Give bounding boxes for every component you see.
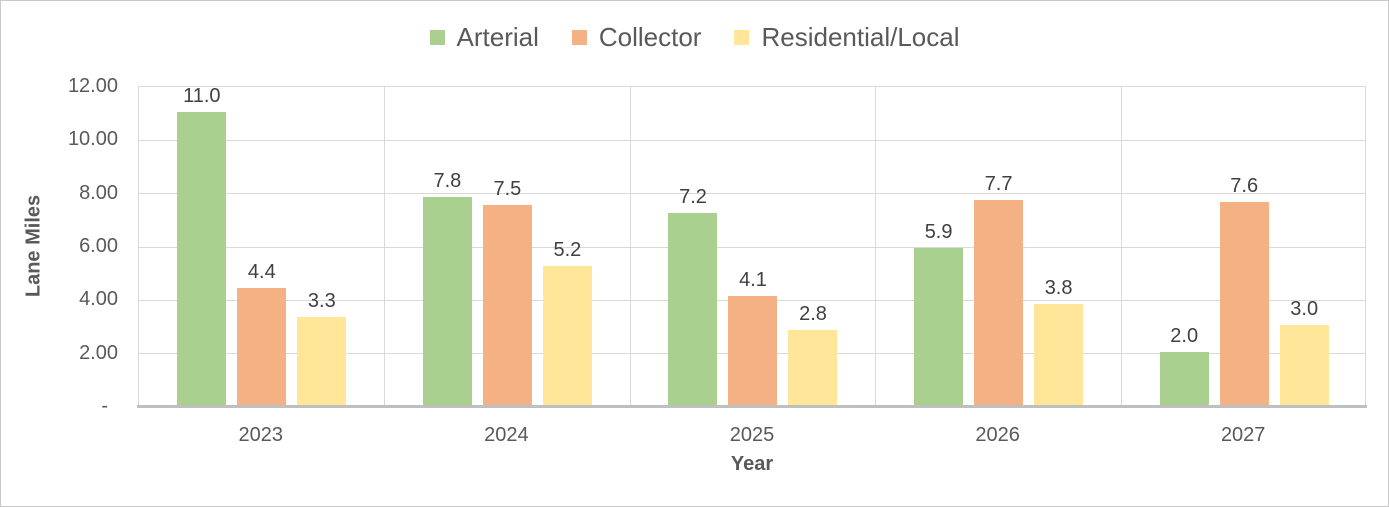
y-tick-label: 12.00 bbox=[67, 75, 118, 97]
bar-group-2026: 5.9 7.7 3.8 bbox=[876, 87, 1122, 405]
data-label: 11.0 bbox=[183, 84, 221, 107]
plot-area: 11.0 4.4 3.3 7.8 7.5 5.2 7.2 4.1 2.8 5.9 7.7 3.8 2.0… bbox=[138, 85, 1367, 406]
bar-cell: 2.0 bbox=[1159, 325, 1209, 405]
bar-cell: 4.1 bbox=[728, 269, 778, 405]
horizontal-gridline bbox=[139, 246, 1365, 248]
bar-cell: 2.8 bbox=[788, 303, 838, 405]
data-label: 7.7 bbox=[984, 172, 1013, 195]
data-label: 7.6 bbox=[1230, 175, 1259, 198]
bar-residential-local-2026 bbox=[1034, 303, 1084, 405]
bar-group-2024: 7.8 7.5 5.2 bbox=[385, 87, 631, 405]
bar-collector-2024 bbox=[482, 205, 532, 405]
y-tick-label: 2.00 bbox=[79, 341, 118, 364]
bar-cell: 7.8 bbox=[422, 170, 472, 405]
bar-arterial-2023 bbox=[177, 111, 227, 405]
legend-swatch-icon bbox=[734, 29, 750, 45]
bar-cell: 3.8 bbox=[1034, 277, 1084, 405]
bar-cell: 7.7 bbox=[974, 173, 1024, 405]
y-tick-label: 6.00 bbox=[79, 235, 118, 257]
bar-arterial-2024 bbox=[422, 197, 472, 405]
data-label: 3.8 bbox=[1044, 276, 1073, 299]
horizontal-gridline bbox=[139, 193, 1365, 195]
vertical-gridline bbox=[384, 87, 386, 405]
bar-collector-2027 bbox=[1219, 202, 1269, 405]
bar-arterial-2026 bbox=[914, 247, 964, 405]
x-tick-label-2025: 2025 bbox=[729, 424, 775, 446]
bar-cell: 3.3 bbox=[297, 290, 347, 405]
data-label: 3.0 bbox=[1290, 298, 1319, 320]
bar-cell: 7.5 bbox=[482, 178, 532, 405]
bar-group-2027: 2.0 7.6 3.0 bbox=[1121, 87, 1367, 405]
bar-collector-2025 bbox=[728, 295, 778, 405]
vertical-gridline bbox=[875, 87, 877, 405]
bar-cell: 5.9 bbox=[914, 221, 964, 405]
x-tick-label-2027: 2027 bbox=[1220, 424, 1266, 446]
legend-label: Arterial bbox=[456, 22, 539, 52]
y-tick-label: 4.00 bbox=[79, 288, 118, 311]
x-tick-label-2023: 2023 bbox=[238, 424, 284, 446]
y-tick-label: 10.00 bbox=[67, 128, 118, 151]
data-label: 7.8 bbox=[433, 170, 462, 192]
vertical-gridline bbox=[629, 87, 631, 405]
bar-cell: 7.2 bbox=[668, 186, 718, 405]
bar-residential-local-2024 bbox=[542, 266, 592, 405]
bar-residential-local-2027 bbox=[1279, 325, 1329, 405]
chart-legend: Arterial Collector Residential/Local bbox=[1, 19, 1388, 55]
bar-cell: 3.0 bbox=[1279, 298, 1329, 405]
bar-cell: 4.4 bbox=[237, 261, 287, 405]
x-tick-label-2026: 2026 bbox=[975, 424, 1020, 446]
bar-cell: 7.6 bbox=[1219, 175, 1269, 405]
bar-cell: 5.2 bbox=[542, 239, 592, 405]
x-tick-label-2024: 2024 bbox=[484, 424, 529, 446]
bar-collector-2023 bbox=[237, 287, 287, 405]
bar-group-2023: 11.0 4.4 3.3 bbox=[139, 85, 385, 405]
data-label: 3.3 bbox=[307, 290, 336, 312]
legend-swatch-icon bbox=[571, 29, 587, 45]
data-label: 7.2 bbox=[679, 186, 707, 208]
data-label: 2.0 bbox=[1170, 324, 1199, 347]
data-label: 7.5 bbox=[493, 178, 522, 200]
legend-item-0: Arterial bbox=[429, 22, 539, 52]
vertical-gridline bbox=[1120, 87, 1122, 405]
bar-cell: 11.0 bbox=[177, 85, 227, 405]
bar-arterial-2025 bbox=[668, 213, 718, 405]
legend-label: Collector bbox=[598, 22, 702, 52]
bar-group-2025: 7.2 4.1 2.8 bbox=[630, 87, 876, 405]
horizontal-gridline bbox=[139, 139, 1365, 141]
bar-arterial-2027 bbox=[1159, 351, 1209, 405]
bar-collector-2026 bbox=[974, 199, 1024, 405]
data-label: 4.4 bbox=[247, 260, 276, 283]
x-axis-line bbox=[137, 405, 1367, 408]
legend-label: Residential/Local bbox=[761, 22, 960, 52]
y-tick-label: 8.00 bbox=[79, 181, 118, 204]
y-tick-label: - bbox=[101, 395, 108, 417]
legend-item-2: Residential/Local bbox=[734, 24, 959, 50]
bar-residential-local-2023 bbox=[297, 317, 347, 405]
legend-item-1: Collector bbox=[571, 22, 702, 52]
bar-residential-local-2025 bbox=[788, 330, 838, 405]
legend-swatch-icon bbox=[429, 29, 445, 45]
data-label: 5.2 bbox=[553, 239, 582, 262]
data-label: 5.9 bbox=[924, 220, 953, 243]
x-axis-title: Year bbox=[730, 453, 774, 475]
data-label: 4.1 bbox=[739, 268, 767, 291]
data-label: 2.8 bbox=[799, 303, 827, 326]
